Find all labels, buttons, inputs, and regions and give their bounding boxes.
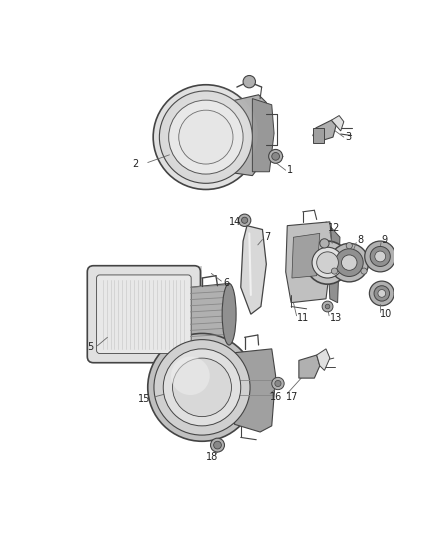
Circle shape <box>241 217 248 223</box>
Circle shape <box>378 289 386 297</box>
Circle shape <box>361 268 367 274</box>
Circle shape <box>272 152 279 160</box>
Text: 2: 2 <box>132 159 138 169</box>
Polygon shape <box>241 225 266 314</box>
Text: 10: 10 <box>380 309 392 319</box>
Text: 3: 3 <box>346 132 352 142</box>
Circle shape <box>306 241 349 284</box>
Circle shape <box>243 76 255 88</box>
FancyBboxPatch shape <box>87 265 201 363</box>
Polygon shape <box>286 222 332 303</box>
Text: 1: 1 <box>287 165 293 175</box>
Text: 12: 12 <box>328 223 340 233</box>
Circle shape <box>330 244 369 282</box>
Polygon shape <box>225 95 268 175</box>
Polygon shape <box>317 349 330 370</box>
Circle shape <box>374 286 389 301</box>
Text: 8: 8 <box>357 235 363 245</box>
Circle shape <box>163 349 241 426</box>
Circle shape <box>346 243 352 249</box>
Circle shape <box>322 301 333 312</box>
Circle shape <box>320 239 329 248</box>
Circle shape <box>336 249 363 277</box>
Polygon shape <box>101 265 202 350</box>
Circle shape <box>159 91 252 183</box>
Ellipse shape <box>222 284 236 345</box>
Text: 15: 15 <box>138 394 151 404</box>
Polygon shape <box>235 349 276 432</box>
Circle shape <box>179 110 233 164</box>
Circle shape <box>370 246 390 266</box>
Circle shape <box>211 438 224 452</box>
Text: 11: 11 <box>297 313 309 323</box>
Circle shape <box>342 255 357 270</box>
Polygon shape <box>332 116 344 131</box>
Circle shape <box>312 247 343 278</box>
Text: 14: 14 <box>229 217 241 227</box>
Circle shape <box>272 377 284 390</box>
Circle shape <box>317 252 339 273</box>
Circle shape <box>365 241 396 272</box>
Circle shape <box>169 100 243 174</box>
Text: 16: 16 <box>270 392 283 401</box>
Circle shape <box>268 149 283 163</box>
Circle shape <box>369 281 394 306</box>
Circle shape <box>148 334 256 441</box>
Text: 5: 5 <box>87 342 94 352</box>
Text: 18: 18 <box>206 451 218 462</box>
Text: 6: 6 <box>224 278 230 288</box>
Polygon shape <box>299 355 320 378</box>
Polygon shape <box>313 120 336 141</box>
FancyBboxPatch shape <box>97 275 191 353</box>
Circle shape <box>275 381 281 386</box>
Text: 13: 13 <box>330 313 342 323</box>
Circle shape <box>238 214 251 227</box>
Circle shape <box>173 358 231 417</box>
Polygon shape <box>292 233 320 278</box>
Circle shape <box>214 441 221 449</box>
Text: 7: 7 <box>264 232 270 242</box>
Circle shape <box>171 357 210 395</box>
Circle shape <box>375 251 386 262</box>
Polygon shape <box>326 222 340 303</box>
Circle shape <box>332 268 338 274</box>
Text: 17: 17 <box>286 392 298 401</box>
Circle shape <box>154 340 250 435</box>
Polygon shape <box>313 128 324 143</box>
Circle shape <box>153 85 258 189</box>
Polygon shape <box>191 284 229 345</box>
Polygon shape <box>252 99 274 172</box>
Circle shape <box>325 304 330 309</box>
Text: 9: 9 <box>382 235 388 245</box>
